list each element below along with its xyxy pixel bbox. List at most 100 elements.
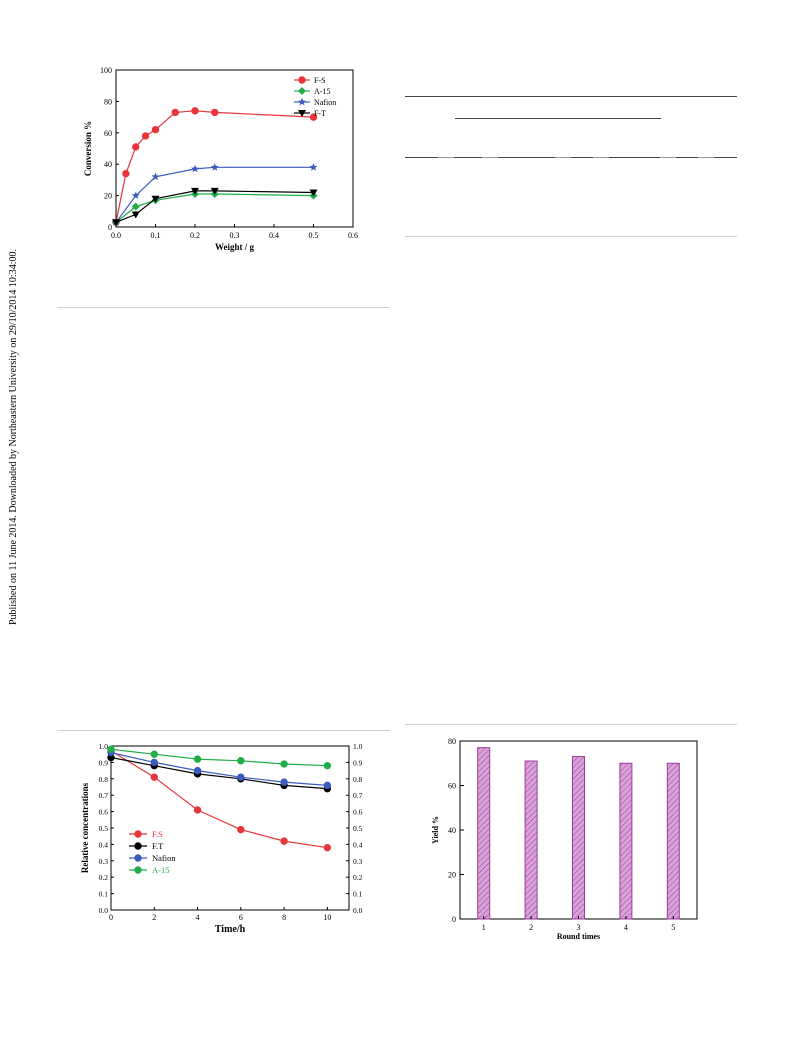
data-point bbox=[150, 750, 158, 758]
data-point bbox=[323, 781, 332, 790]
x-tick-label: 0.0 bbox=[111, 231, 121, 240]
y-tick-label-right: 0.5 bbox=[353, 824, 363, 833]
table-dash bbox=[593, 157, 609, 158]
y-tick-label: 40 bbox=[104, 160, 112, 169]
x-axis-label: Round times bbox=[557, 932, 600, 941]
data-point bbox=[191, 164, 199, 173]
y-tick-label: 0.5 bbox=[99, 824, 109, 833]
data-point bbox=[309, 113, 318, 121]
y-tick-label-right: 0.4 bbox=[353, 840, 363, 849]
x-tick-label: 0.1 bbox=[151, 231, 161, 240]
legend-label: F-S bbox=[314, 76, 326, 85]
y-tick-label: 0.6 bbox=[99, 808, 109, 817]
y-tick-label: 20 bbox=[448, 871, 456, 880]
x-tick-label: 0 bbox=[109, 913, 113, 922]
legend-label: F.T bbox=[152, 841, 164, 851]
y-tick-label-right: 0.3 bbox=[353, 857, 363, 866]
data-point bbox=[323, 761, 332, 770]
data-point bbox=[112, 219, 120, 227]
legend-marker bbox=[298, 76, 306, 84]
legend-marker bbox=[134, 854, 142, 862]
y-tick-label: 100 bbox=[100, 66, 112, 75]
legend-label: A-15 bbox=[314, 87, 330, 96]
data-point bbox=[150, 758, 158, 767]
y-tick-label: 80 bbox=[448, 737, 456, 746]
data-point bbox=[323, 843, 332, 852]
series-line bbox=[110, 752, 328, 786]
data-point bbox=[191, 107, 199, 115]
x-tick-label: 6 bbox=[239, 913, 243, 922]
bar bbox=[666, 762, 680, 920]
y-tick-label: 0 bbox=[108, 223, 112, 232]
y-axis-label: Conversion % bbox=[83, 121, 93, 176]
figure-separator-3 bbox=[405, 724, 737, 725]
data-point bbox=[107, 745, 115, 753]
legend-marker bbox=[298, 97, 306, 106]
y-tick-label-right: 0.7 bbox=[353, 791, 363, 800]
x-tick-label: 4 bbox=[196, 913, 200, 922]
y-tick-label: 0.9 bbox=[99, 758, 109, 767]
data-point bbox=[131, 202, 140, 211]
x-axis-label: Weight / g bbox=[215, 242, 255, 252]
y-tick-label: 60 bbox=[448, 782, 456, 791]
legend-marker bbox=[298, 110, 306, 117]
data-point bbox=[210, 163, 219, 171]
y-tick-label: 0 bbox=[452, 915, 456, 924]
data-point bbox=[151, 172, 160, 181]
bar bbox=[619, 762, 633, 920]
table-dash bbox=[555, 157, 571, 158]
data-point bbox=[151, 125, 160, 134]
y-axis-label: Relative concentrations bbox=[80, 782, 90, 873]
x-axis-label: Time/h bbox=[215, 924, 246, 935]
x-tick-label: 2 bbox=[529, 923, 533, 932]
legend-label: Nafion bbox=[314, 98, 336, 107]
y-tick-label: 0.0 bbox=[99, 906, 109, 915]
data-point bbox=[150, 773, 158, 781]
data-point bbox=[122, 169, 130, 178]
x-tick-label: 1 bbox=[482, 923, 486, 932]
data-point bbox=[280, 778, 288, 786]
y-tick-label: 0.7 bbox=[99, 791, 109, 800]
data-point bbox=[193, 755, 202, 763]
chart-yield-rounds: 0 20 40 60 80 1 2 3 4 5 Round times Yield % bbox=[431, 737, 698, 941]
series-line bbox=[110, 756, 328, 790]
x-tick-label: 5 bbox=[671, 923, 675, 932]
table-rule-top bbox=[405, 96, 737, 97]
legend-marker bbox=[134, 830, 142, 838]
series-line bbox=[110, 748, 328, 767]
table-dash bbox=[660, 157, 676, 158]
x-tick-label: 4 bbox=[624, 923, 628, 932]
series-line bbox=[110, 750, 328, 849]
data-point bbox=[210, 187, 219, 195]
data-point bbox=[280, 760, 288, 768]
y-tick-label-right: 0.6 bbox=[353, 808, 363, 817]
data-point bbox=[151, 195, 160, 203]
y-tick-label-right: 0.9 bbox=[353, 758, 363, 767]
y-tick-label: 0.8 bbox=[99, 775, 109, 784]
legend-label: A-15 bbox=[152, 865, 169, 875]
data-point bbox=[131, 211, 140, 219]
data-point bbox=[191, 187, 199, 195]
figure-separator-2 bbox=[57, 730, 390, 731]
x-tick-label: 0.3 bbox=[230, 231, 240, 240]
legend-marker bbox=[134, 842, 142, 850]
data-point bbox=[237, 757, 245, 765]
legend-label: F-T bbox=[314, 109, 326, 118]
legend-label: F.S bbox=[152, 829, 163, 839]
y-tick-label: 40 bbox=[448, 826, 456, 835]
x-tick-label: 2 bbox=[152, 913, 156, 922]
plot-area: 0.0 0.1 0.2 0.3 0.4 0.5 0.6 0 20 40 60 80 100 Weight … bbox=[83, 66, 358, 252]
y-tick-label: 60 bbox=[104, 129, 112, 138]
data-point bbox=[280, 837, 288, 845]
legend-label: Nafion bbox=[152, 853, 176, 863]
data-point bbox=[193, 806, 202, 814]
y-axis-label: Yield % bbox=[431, 816, 440, 844]
figure-separator-1 bbox=[57, 307, 390, 308]
series-line-f-t bbox=[115, 190, 314, 223]
series-line-nafion bbox=[115, 166, 314, 223]
x-tick-label: 0.4 bbox=[269, 231, 279, 240]
x-tick-label: 8 bbox=[282, 913, 286, 922]
y-tick-label: 1.0 bbox=[99, 742, 109, 751]
table-rule-mid bbox=[405, 157, 737, 158]
bar bbox=[524, 760, 538, 920]
